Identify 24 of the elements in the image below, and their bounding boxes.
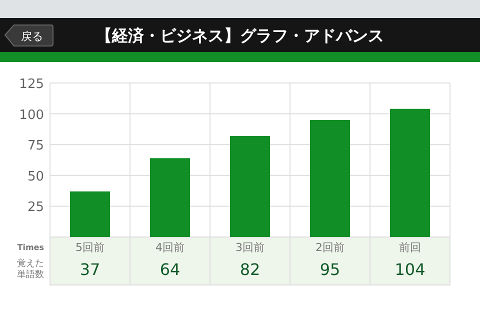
y-tick-label: 125 bbox=[19, 77, 44, 92]
x-tick-label: 5回前 bbox=[76, 241, 104, 254]
y-tick-label: 50 bbox=[27, 169, 44, 184]
x-tick-label: 4回前 bbox=[156, 241, 184, 254]
data-label: 37 bbox=[80, 260, 100, 279]
bar bbox=[310, 120, 350, 237]
y-axis-title: 覚えた単語数 bbox=[17, 258, 44, 280]
back-button: 戻る bbox=[4, 24, 54, 46]
bar bbox=[390, 108, 430, 237]
bar bbox=[70, 191, 110, 237]
y-tick-label: 100 bbox=[19, 108, 44, 123]
y-tick-label: 25 bbox=[27, 200, 44, 216]
data-label: 82 bbox=[240, 260, 260, 279]
x-axis-title: Times bbox=[17, 243, 44, 252]
bar bbox=[230, 136, 270, 237]
x-tick-label: 前回 bbox=[399, 241, 421, 254]
y-tick-label: 75 bbox=[27, 138, 44, 154]
chart-title: 【経済・ビジネス】グラフ・アドバンス bbox=[96, 26, 384, 45]
data-label: 104 bbox=[394, 260, 426, 279]
bar bbox=[150, 158, 190, 237]
data-label: 64 bbox=[160, 260, 180, 279]
x-tick-label: 3回前 bbox=[236, 241, 264, 254]
x-tick-label: 2回前 bbox=[316, 241, 344, 254]
data-label: 95 bbox=[320, 260, 340, 279]
